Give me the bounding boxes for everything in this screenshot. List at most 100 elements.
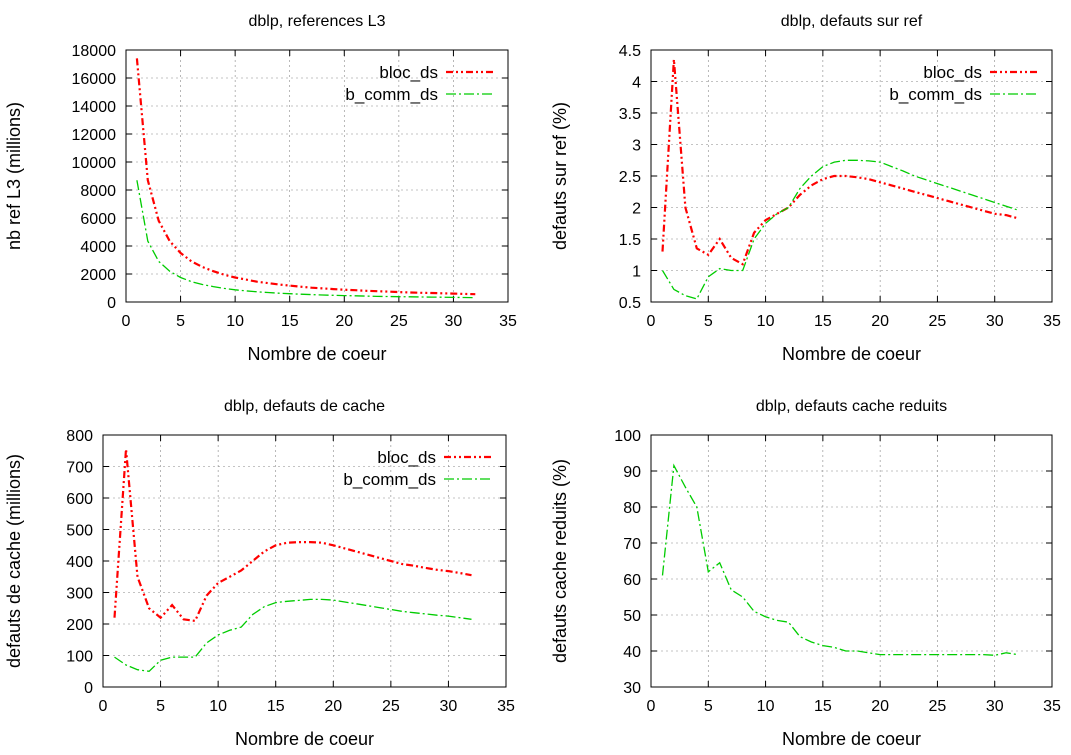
y-tick-label: 12000 [72,127,117,144]
plot-frame [650,434,1053,688]
chart-title: dblp, references L3 [249,13,386,30]
y-axis: 0 100 200 300 400 500 600 700 800 [66,428,506,697]
y-tick-label: 8000 [80,183,116,200]
y-tick-label: 100 [614,428,641,445]
x-tick-label: 15 [814,313,832,330]
x-tick-label: 20 [871,313,889,330]
y-tick-label: 14000 [72,99,117,116]
x-tick-label: 20 [871,698,889,715]
x-tick-label: 30 [986,698,1004,715]
chart-panel-3: dblp, defauts de cache 0 5 10 15 20 25 30 35 0 100… [4,398,515,749]
x-tick-label: 25 [929,698,947,715]
x-tick-label: 10 [226,313,244,330]
x-tick-label: 0 [99,698,108,715]
y-tick-label: 80 [623,500,641,517]
y-tick-label: 1.5 [619,232,641,249]
legend: bloc_ds b_comm_ds [889,63,1038,104]
legend-label: bloc_ds [923,63,982,82]
x-tick-label: 30 [445,313,463,330]
x-axis: 0 5 10 15 20 25 30 35 [647,50,1061,330]
legend-label: b_comm_ds [343,470,436,489]
x-tick-label: 30 [986,313,1004,330]
y-tick-label: 6000 [80,211,116,228]
x-tick-label: 15 [267,698,285,715]
y-tick-label: 4 [632,75,641,92]
series-line-bloc_ds [113,449,472,623]
y-tick-label: 4000 [80,239,116,256]
x-tick-label: 35 [1043,698,1061,715]
legend-label: b_comm_ds [345,85,438,104]
x-tick-label: 0 [122,313,131,330]
y-tick-label: 16000 [72,71,117,88]
y-tick-label: 3.5 [619,106,641,123]
x-tick-label: 35 [497,698,515,715]
y-tick-label: 100 [66,649,93,666]
plot-frame [125,49,509,303]
series-line-bloc_ds [661,59,1018,266]
y-axis: 30 40 50 60 70 80 90 100 [614,428,1052,697]
x-axis-label: Nombre de coeur [235,729,374,749]
x-tick-label: 35 [1043,313,1061,330]
y-tick-label: 60 [623,572,641,589]
legend: bloc_ds b_comm_ds [345,63,494,104]
x-axis-label: Nombre de coeur [247,344,386,364]
y-tick-label: 40 [623,644,641,661]
x-tick-label: 15 [281,313,299,330]
series-line-b_comm_ds [136,180,476,299]
y-tick-label: 200 [66,617,93,634]
legend-label: b_comm_ds [889,85,982,104]
y-tick-label: 700 [66,460,93,477]
y-tick-label: 2000 [80,267,116,284]
chart-title: dblp, defauts cache reduits [756,398,947,415]
x-tick-label: 25 [929,313,947,330]
legend-label: bloc_ds [377,448,436,467]
plot-frame [650,49,1053,303]
y-tick-label: 0.5 [619,295,641,312]
series-line-b_comm_ds [114,598,472,672]
y-tick-label: 18000 [72,43,117,60]
series-line-b_comm_ds [661,159,1018,300]
x-tick-label: 5 [704,313,713,330]
series-line-bloc_ds [135,58,476,296]
series-line-series-1 [661,463,1018,656]
x-axis-label: Nombre de coeur [782,344,921,364]
y-axis: 0.5 1 1.5 2 2.5 3 3.5 4 4.5 [619,43,1052,312]
legend-label: bloc_ds [379,63,438,82]
plot-frame [102,434,507,688]
x-tick-label: 25 [382,698,400,715]
y-tick-label: 50 [623,608,641,625]
y-tick-label: 4.5 [619,43,641,60]
y-axis-label: defauts sur ref (%) [550,102,570,250]
y-tick-label: 70 [623,536,641,553]
chart-title: dblp, defauts sur ref [781,13,923,30]
x-axis-label: Nombre de coeur [782,729,921,749]
y-tick-label: 800 [66,428,93,445]
x-axis: 0 5 10 15 20 25 30 35 [122,50,517,330]
y-tick-label: 300 [66,586,93,603]
y-tick-label: 0 [107,295,116,312]
y-tick-label: 2 [632,201,641,218]
y-tick-label: 2.5 [619,169,641,186]
chart-panel-1: dblp, references L3 0 5 10 15 20 25 30 35 0 2000 40… [4,13,517,364]
legend: bloc_ds b_comm_ds [343,448,492,489]
y-axis-label: defauts cache reduits (%) [550,459,570,663]
x-tick-label: 5 [704,698,713,715]
x-axis: 0 5 10 15 20 25 30 35 [99,435,515,715]
x-tick-label: 30 [440,698,458,715]
chart-title: dblp, defauts de cache [224,398,385,415]
x-tick-label: 10 [757,698,775,715]
y-tick-label: 600 [66,491,93,508]
y-axis-label: defauts de cache (millions) [4,454,24,668]
y-tick-label: 0 [84,680,93,697]
x-tick-label: 0 [647,698,656,715]
x-tick-label: 20 [335,313,353,330]
y-tick-label: 30 [623,680,641,697]
x-tick-label: 5 [156,698,165,715]
y-axis: 0 2000 4000 6000 8000 10000 12000 14000 16000 180… [72,43,508,312]
y-tick-label: 500 [66,523,93,540]
x-tick-label: 25 [390,313,408,330]
y-tick-label: 1 [632,264,641,281]
x-axis: 0 5 10 15 20 25 30 35 [647,435,1061,715]
chart-panel-2: dblp, defauts sur ref 0 5 10 15 20 25 30 35 0.5 1 1… [550,13,1061,364]
